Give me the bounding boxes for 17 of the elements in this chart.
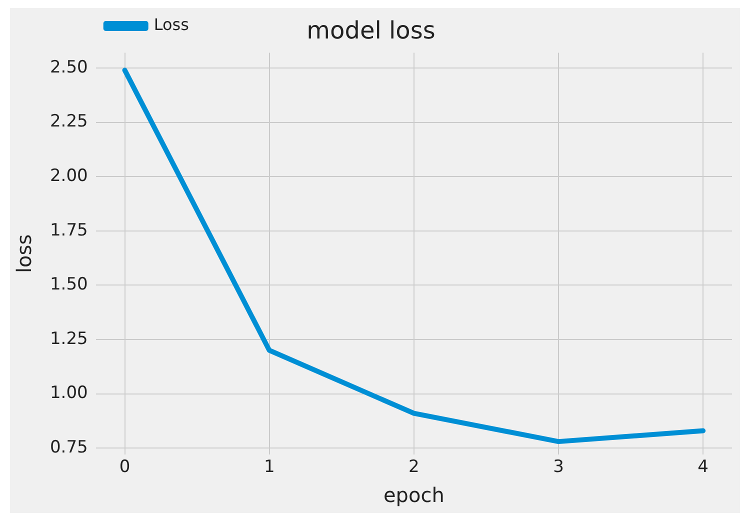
x-tick-label: 0 [119, 457, 130, 478]
x-tick-label: 4 [698, 457, 708, 478]
legend-label: Loss [154, 15, 189, 34]
y-tick-label: 2.50 [50, 57, 88, 78]
x-tick-label: 3 [553, 457, 564, 478]
chart-title: model loss [306, 16, 436, 45]
y-tick-label: 1.50 [50, 274, 88, 295]
x-tick-label: 1 [264, 457, 275, 478]
y-tick-label: 1.75 [50, 220, 88, 240]
y-tick-label: 0.75 [50, 438, 88, 458]
x-axis-title: epoch [383, 483, 444, 508]
y-tick-label: 2.25 [50, 112, 88, 132]
y-tick-label: 1.00 [50, 383, 88, 404]
y-axis-title: loss [12, 234, 36, 274]
y-tick-label: 2.00 [50, 166, 88, 186]
x-tick-label: 2 [408, 457, 420, 478]
y-tick-label: 1.25 [50, 328, 88, 349]
